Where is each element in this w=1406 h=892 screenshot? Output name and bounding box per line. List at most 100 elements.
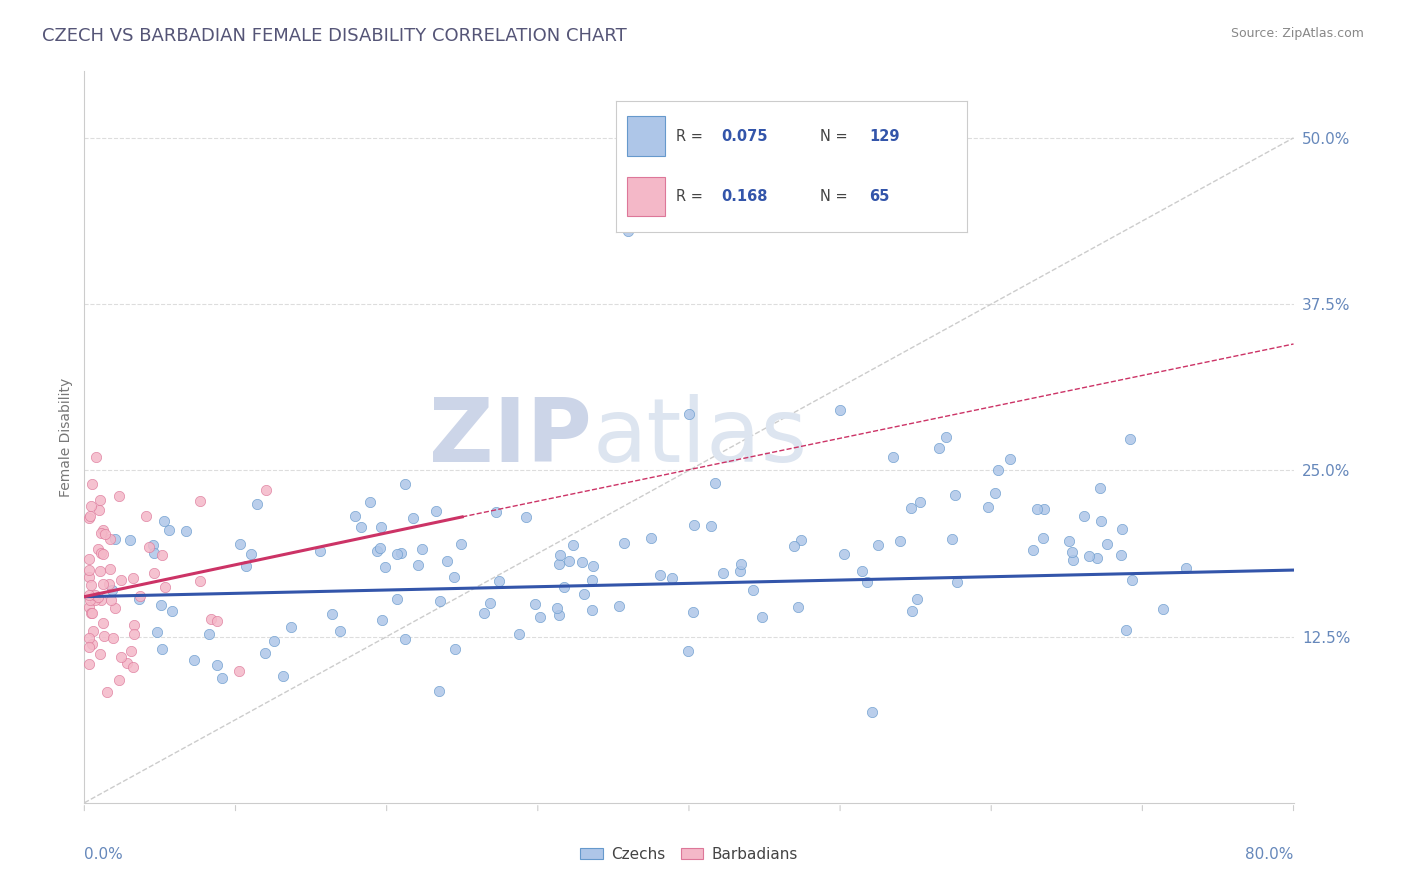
Point bbox=[1057, 533, 1080, 548]
Point bbox=[783, 539, 806, 553]
Point bbox=[280, 620, 302, 634]
Point bbox=[98, 533, 121, 547]
Point bbox=[617, 224, 640, 238]
Point bbox=[640, 531, 662, 545]
Point bbox=[100, 592, 122, 607]
Point bbox=[142, 546, 165, 560]
Point bbox=[188, 494, 211, 508]
Point bbox=[1109, 549, 1132, 563]
Point bbox=[425, 504, 447, 518]
Point bbox=[385, 592, 408, 607]
Text: 80.0%: 80.0% bbox=[1246, 847, 1294, 862]
Point bbox=[98, 562, 121, 576]
Point bbox=[89, 648, 111, 662]
Text: ZIP: ZIP bbox=[429, 393, 592, 481]
Point bbox=[77, 552, 100, 566]
Point bbox=[699, 518, 721, 533]
Point bbox=[485, 505, 508, 519]
Point bbox=[1111, 522, 1133, 536]
Point bbox=[150, 599, 173, 613]
Point bbox=[977, 500, 1000, 514]
Point bbox=[122, 660, 145, 674]
Point bbox=[406, 558, 429, 573]
Point bbox=[860, 705, 883, 719]
Point bbox=[246, 497, 269, 511]
Point bbox=[998, 451, 1021, 466]
Point bbox=[344, 508, 367, 523]
Point bbox=[429, 594, 451, 608]
Point bbox=[1115, 624, 1137, 638]
Point bbox=[84, 592, 107, 607]
Point bbox=[935, 430, 957, 444]
Point bbox=[77, 657, 100, 672]
Point bbox=[787, 599, 810, 614]
Point bbox=[508, 627, 530, 641]
Point bbox=[529, 609, 551, 624]
Point bbox=[1097, 537, 1119, 551]
Point bbox=[110, 574, 132, 588]
Point bbox=[90, 546, 112, 560]
Point bbox=[142, 566, 165, 580]
Point bbox=[443, 570, 465, 584]
Point bbox=[157, 523, 180, 537]
Point bbox=[80, 578, 103, 592]
Point bbox=[104, 601, 127, 615]
Point bbox=[370, 520, 392, 534]
Point bbox=[1026, 501, 1049, 516]
Point bbox=[742, 582, 765, 597]
Point bbox=[128, 592, 150, 607]
Point bbox=[411, 541, 433, 556]
Point bbox=[211, 671, 233, 685]
Point bbox=[582, 558, 605, 573]
Point bbox=[263, 634, 285, 648]
Y-axis label: Female Disability: Female Disability bbox=[59, 377, 73, 497]
Point bbox=[866, 538, 889, 552]
Point bbox=[1032, 502, 1054, 516]
Point bbox=[472, 606, 495, 620]
Point bbox=[946, 575, 969, 590]
Point bbox=[682, 606, 704, 620]
Point bbox=[82, 606, 104, 620]
Point bbox=[153, 514, 176, 528]
Point bbox=[122, 627, 145, 641]
Point bbox=[89, 564, 111, 578]
Point bbox=[607, 599, 630, 614]
Text: CZECH VS BARBADIAN FEMALE DISABILITY CORRELATION CHART: CZECH VS BARBADIAN FEMALE DISABILITY COR… bbox=[42, 27, 627, 45]
Point bbox=[371, 613, 394, 627]
Point bbox=[751, 610, 773, 624]
Point bbox=[728, 564, 751, 578]
Point bbox=[901, 605, 924, 619]
Point bbox=[87, 591, 110, 605]
Point bbox=[77, 569, 100, 583]
Point bbox=[90, 526, 112, 541]
Point bbox=[86, 541, 108, 556]
Point bbox=[80, 637, 103, 651]
Point bbox=[889, 534, 911, 549]
Point bbox=[77, 511, 100, 525]
Point bbox=[110, 650, 132, 665]
Point bbox=[91, 577, 114, 591]
Point bbox=[1121, 573, 1143, 587]
Point bbox=[329, 624, 352, 638]
Point bbox=[1062, 553, 1084, 567]
Point bbox=[146, 624, 169, 639]
Point bbox=[389, 546, 412, 560]
Point bbox=[89, 493, 111, 508]
Point bbox=[1175, 561, 1198, 575]
Point bbox=[571, 555, 593, 569]
Point bbox=[1088, 481, 1111, 495]
Point bbox=[987, 463, 1010, 477]
Point bbox=[943, 488, 966, 502]
Point bbox=[135, 509, 157, 524]
Point bbox=[488, 574, 510, 588]
Point bbox=[832, 547, 855, 561]
Point bbox=[229, 537, 252, 551]
Text: 0.0%: 0.0% bbox=[84, 847, 124, 862]
Point bbox=[661, 571, 683, 585]
Point bbox=[394, 632, 416, 646]
Point bbox=[683, 517, 706, 532]
Point bbox=[138, 540, 160, 554]
Point bbox=[941, 532, 963, 546]
Text: atlas: atlas bbox=[592, 393, 807, 481]
Point bbox=[308, 543, 330, 558]
